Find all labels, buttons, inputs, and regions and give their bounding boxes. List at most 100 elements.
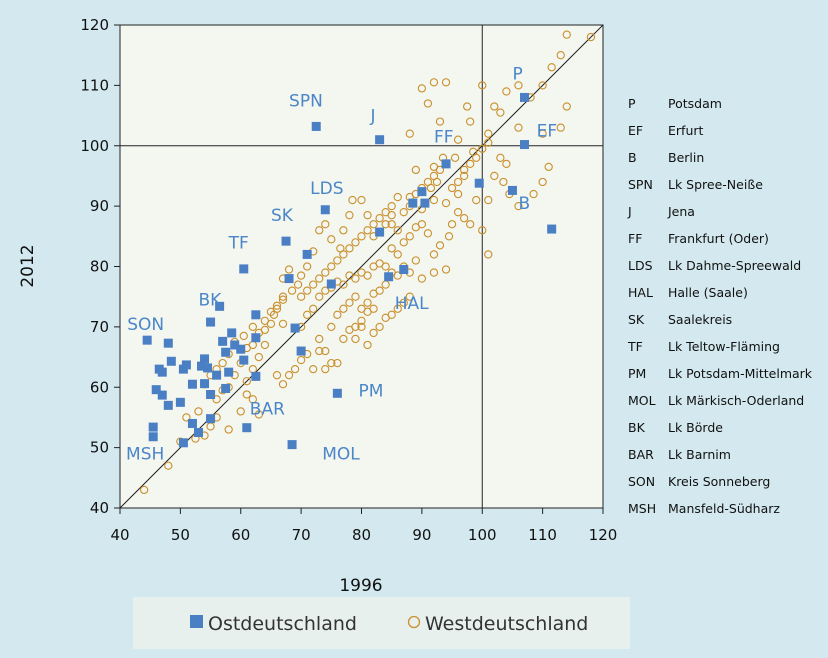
ost-point (384, 272, 394, 282)
west-point (351, 238, 360, 247)
key-abbr: BK (628, 420, 646, 435)
west-point (272, 371, 282, 380)
west-point (429, 268, 439, 277)
west-point (269, 310, 279, 319)
ost-point (224, 367, 234, 377)
ost-point (311, 121, 321, 131)
west-point (315, 274, 324, 283)
west-point (363, 298, 372, 307)
ost-point (281, 236, 291, 246)
west-point (423, 99, 433, 108)
x-tick-label: 100 (468, 526, 497, 544)
legend-circle-marker (407, 615, 421, 629)
west-point (327, 235, 336, 244)
ost-point (239, 264, 249, 274)
annotations: P SPN J FF EF B LDS SK TF HAL BK SON PM BAR MSH MOL (126, 64, 557, 464)
ost-point (420, 198, 430, 208)
west-point (278, 295, 288, 304)
west-point (369, 304, 378, 313)
key-name: Berlin (668, 150, 704, 165)
ost-point (408, 198, 418, 208)
west-point (357, 316, 366, 325)
annotation-label: BK (198, 291, 222, 311)
key-abbr: J (627, 204, 632, 219)
ost-point (175, 397, 185, 407)
ost-point (221, 347, 231, 357)
ost-point (215, 301, 225, 311)
west-point (194, 407, 203, 416)
west-point (321, 268, 330, 277)
ost-point (302, 249, 312, 259)
west-point (453, 208, 463, 217)
west-point (303, 262, 312, 271)
west-point (351, 292, 360, 301)
west-point (333, 310, 342, 319)
ost-point (284, 274, 294, 284)
west-point (447, 183, 457, 193)
key-name: Lk Märkisch-Oderland (668, 393, 804, 408)
ost-point (142, 335, 152, 345)
west-point (315, 226, 324, 235)
west-point (562, 102, 571, 111)
key-abbr: SK (628, 312, 645, 327)
west-point (363, 271, 372, 280)
west-point (459, 165, 469, 175)
west-point (339, 250, 348, 259)
ost-point (242, 423, 252, 433)
west-point (423, 229, 433, 238)
west-point (556, 51, 565, 60)
key-abbr: TF (627, 339, 643, 354)
west-point (387, 201, 396, 211)
west-point (435, 117, 445, 126)
annotation-label: SON (127, 315, 164, 335)
west-point (287, 286, 297, 295)
west-point (293, 280, 303, 289)
ost-point (178, 438, 188, 448)
west-point (357, 322, 366, 332)
west-point (484, 138, 493, 147)
west-point (254, 410, 264, 419)
key-name: Erfurt (668, 123, 703, 138)
legend-label-ost: Ostdeutschland (208, 613, 357, 635)
west-point (369, 289, 378, 298)
ost-point (296, 346, 306, 356)
west-point (387, 220, 396, 229)
x-axis-title: 1996 (339, 576, 382, 596)
key-abbr: FF (628, 231, 642, 246)
ost-point (148, 422, 158, 432)
ost-point (221, 383, 231, 393)
ost-point (375, 135, 385, 145)
west-point (236, 407, 245, 416)
ost-point (251, 310, 261, 320)
west-point (315, 292, 324, 301)
west-point (357, 232, 366, 241)
west-point (278, 292, 288, 301)
west-point (538, 129, 547, 138)
west-point (239, 331, 248, 341)
west-point (309, 304, 318, 313)
west-point (544, 162, 553, 172)
west-point (278, 319, 288, 329)
west-point (411, 256, 420, 265)
west-point (327, 358, 336, 368)
west-point (272, 301, 282, 310)
y-tick-label: 50 (90, 439, 109, 457)
west-point (218, 358, 227, 368)
west-point (514, 81, 523, 90)
annotation-label: LDS (310, 179, 343, 199)
y-tick-label: 80 (90, 258, 109, 276)
west-point (586, 32, 596, 42)
y-axis: 40 50 60 70 80 90 100 110 120 (80, 16, 120, 517)
ost-point (148, 432, 158, 442)
west-point (387, 244, 396, 253)
key-name: Lk Dahme-Spreewald (668, 258, 801, 273)
ost-point (151, 385, 161, 395)
west-point (484, 195, 493, 205)
west-point (453, 135, 463, 144)
west-point (321, 220, 330, 229)
west-point (345, 298, 354, 307)
west-point (411, 165, 420, 175)
west-point (453, 189, 463, 199)
west-point (393, 192, 402, 202)
west-point (478, 81, 487, 90)
